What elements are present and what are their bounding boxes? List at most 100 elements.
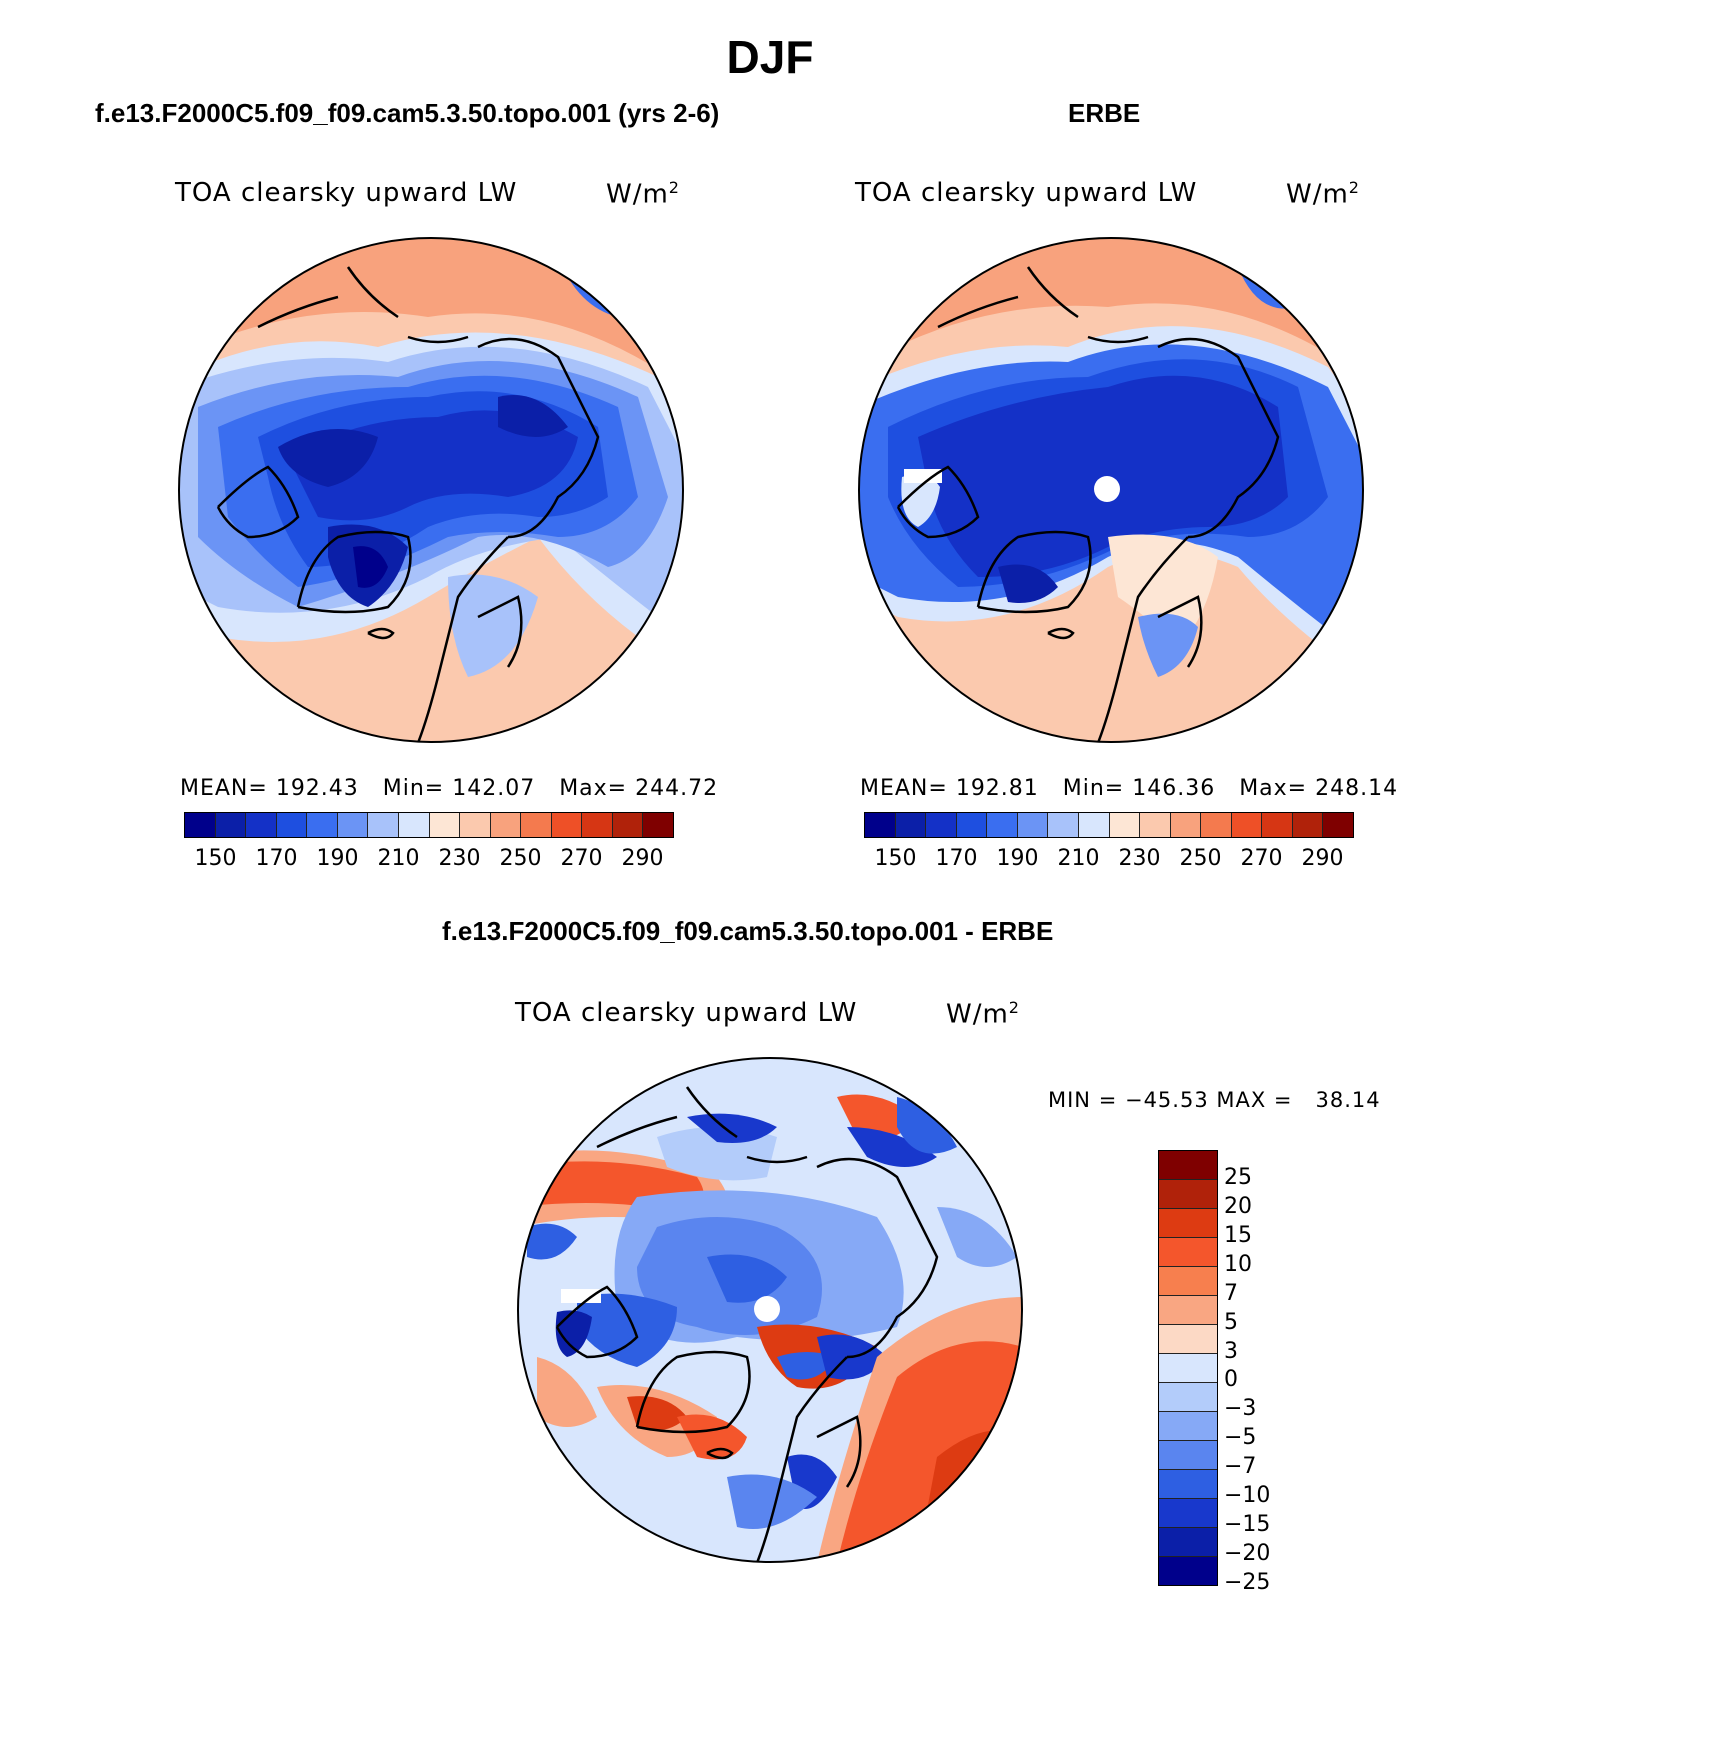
panel1-colorbar-tick-label: 150 — [194, 846, 237, 871]
page-title: DJF — [726, 31, 814, 83]
panel2-header: ERBE — [1068, 98, 1141, 128]
panel1-colorbar-tick-label: 290 — [621, 846, 664, 871]
panel3-colorbar-swatch — [1159, 1267, 1217, 1296]
panel1-colorbar-swatch — [398, 813, 430, 837]
panel3-colorbar-tick-label: −20 — [1224, 1541, 1271, 1567]
panel3-units-base: W/m — [946, 999, 1009, 1030]
panel1-header: f.e13.F2000C5.f09_f09.cam5.3.50.topo.001… — [95, 98, 720, 128]
panel2-colorbar-tick-label: 290 — [1301, 846, 1344, 871]
panel3-colorbar-tick-label: 20 — [1224, 1193, 1252, 1219]
panel1-colorbar-swatch — [276, 813, 308, 837]
panel3-colorbar-swatch — [1159, 1209, 1217, 1238]
panel2-stats: MEAN= 192.81 Min= 146.36 Max= 248.14 — [860, 776, 1399, 801]
panel2-colorbar-swatch — [865, 813, 896, 837]
panel3-colorbar-tick-label: −5 — [1224, 1425, 1257, 1451]
panel3-colorbar-tick-label: 3 — [1224, 1338, 1238, 1364]
panel3-colorbar-tick-label: 7 — [1224, 1280, 1238, 1306]
panel3-colorbar-swatch — [1159, 1383, 1217, 1412]
panel1-colorbar-tick-label: 210 — [377, 846, 420, 871]
panel1-colorbar-swatch — [307, 813, 338, 837]
panel3-header: f.e13.F2000C5.f09_f09.cam5.3.50.topo.001… — [442, 916, 1054, 946]
panel3-colorbar-tick-label: 0 — [1224, 1367, 1238, 1393]
panel3-units-exp: 2 — [1008, 998, 1020, 1017]
panel2-colorbar-tick-label: 210 — [1057, 846, 1100, 871]
panel2-colorbar-swatch — [1048, 813, 1079, 837]
panel3-colorbar-swatch — [1159, 1528, 1217, 1557]
panel2-map — [858, 237, 1364, 743]
panel1-colorbar-swatch — [368, 813, 399, 837]
panel2-units: W/m2 — [1286, 178, 1360, 210]
panel3-colorbar-tick-label: 5 — [1224, 1309, 1238, 1335]
panel1-colorbar-tick-label: 170 — [255, 846, 298, 871]
panel1-colorbar-tick-label: 230 — [438, 846, 481, 871]
panel2-colorbar-tick-label: 270 — [1240, 846, 1283, 871]
panel3-colorbar-swatch — [1159, 1325, 1217, 1354]
panel1-colorbar-swatch — [643, 813, 673, 837]
panel1-colorbar-swatch — [521, 813, 552, 837]
panel3-colorbar-tick-label: −7 — [1224, 1454, 1257, 1480]
panel3-colorbar — [1158, 1150, 1218, 1586]
panel1-units: W/m2 — [606, 178, 680, 210]
panel1-colorbar-swatch — [612, 813, 644, 837]
panel3-colorbar-tick-label: −10 — [1224, 1483, 1271, 1509]
panel3-colorbar-swatch — [1159, 1296, 1217, 1325]
panel3-colorbar-swatch — [1159, 1180, 1217, 1209]
panel1-colorbar-tick-label: 190 — [316, 846, 359, 871]
panel2-colorbar-tick-label: 190 — [996, 846, 1039, 871]
panel2-colorbar — [864, 812, 1354, 838]
panel2-units-exp: 2 — [1348, 178, 1360, 197]
panel2-colorbar-tick-label: 250 — [1179, 846, 1222, 871]
panel3-colorbar-swatch — [1159, 1151, 1217, 1180]
panel2-colorbar-swatch — [1109, 813, 1141, 837]
panel1-colorbar-swatch — [460, 813, 491, 837]
panel2-colorbar-swatch — [1170, 813, 1202, 837]
panel1-colorbar-swatch — [490, 813, 522, 837]
panel2-units-base: W/m — [1286, 179, 1349, 210]
panel2-colorbar-swatch — [1323, 813, 1353, 837]
panel1-colorbar-swatch — [246, 813, 277, 837]
panel1-colorbar-swatch — [215, 813, 247, 837]
panel3-colorbar-tick-label: 10 — [1224, 1251, 1252, 1277]
panel1-colorbar-swatch — [185, 813, 216, 837]
panel2-colorbar-swatch — [1292, 813, 1324, 837]
panel1-map — [178, 237, 684, 743]
panel3-colorbar-tick-label: −3 — [1224, 1396, 1257, 1422]
panel1-colorbar-tick-label: 270 — [560, 846, 603, 871]
panel1-colorbar — [184, 812, 674, 838]
panel1-colorbar-swatch — [551, 813, 583, 837]
panel1-colorbar-swatch — [429, 813, 461, 837]
panel3-variable: TOA clearsky upward LW — [515, 998, 858, 1028]
panel1-units-exp: 2 — [668, 178, 680, 197]
panel2-colorbar-swatch — [926, 813, 957, 837]
panel1-colorbar-swatch — [582, 813, 613, 837]
panel2-colorbar-swatch — [1140, 813, 1171, 837]
panel2-colorbar-swatch — [956, 813, 988, 837]
panel2-colorbar-swatch — [1078, 813, 1110, 837]
panel3-colorbar-swatch — [1159, 1470, 1217, 1499]
panel2-colorbar-swatch — [1262, 813, 1293, 837]
panel3-colorbar-swatch — [1159, 1441, 1217, 1470]
panel2-colorbar-tick-label: 150 — [874, 846, 917, 871]
panel2-colorbar-swatch — [987, 813, 1018, 837]
panel2-colorbar-tick-label: 170 — [935, 846, 978, 871]
panel3-colorbar-tick-label: 15 — [1224, 1222, 1252, 1248]
panel3-colorbar-tick-label: −25 — [1224, 1570, 1271, 1595]
panel1-colorbar-tick-label: 250 — [499, 846, 542, 871]
panel2-colorbar-swatch — [1231, 813, 1263, 837]
panel3-colorbar-tick-label: −15 — [1224, 1512, 1271, 1538]
panel1-units-base: W/m — [606, 179, 669, 210]
panel2-variable: TOA clearsky upward LW — [855, 178, 1198, 208]
panel2-colorbar-swatch — [1201, 813, 1232, 837]
panel3-colorbar-swatch — [1159, 1499, 1217, 1528]
panel3-colorbar-tick-label: 25 — [1224, 1164, 1252, 1190]
panel3-colorbar-swatch — [1159, 1238, 1217, 1267]
panel1-variable: TOA clearsky upward LW — [175, 178, 518, 208]
panel1-colorbar-swatch — [337, 813, 369, 837]
panel2-colorbar-swatch — [1017, 813, 1049, 837]
panel3-stats: MIN = −45.53 MAX = 38.14 — [1048, 1088, 1381, 1112]
panel3-map — [517, 1057, 1023, 1563]
panel3-units: W/m2 — [946, 998, 1020, 1030]
panel2-colorbar-swatch — [895, 813, 927, 837]
panel2-colorbar-tick-label: 230 — [1118, 846, 1161, 871]
panel3-colorbar-swatch — [1159, 1412, 1217, 1441]
